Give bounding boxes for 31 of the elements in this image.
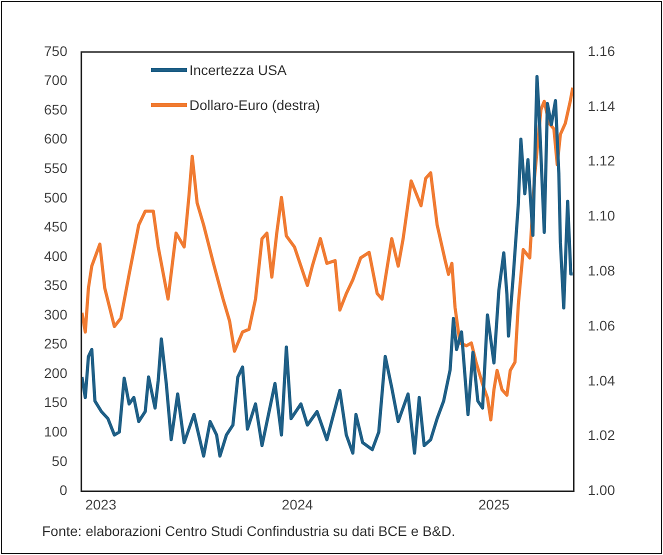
y-tick-label: 0	[60, 482, 68, 498]
y2-tick-label: 1.14	[588, 98, 616, 114]
y2-tick-label: 1.10	[588, 208, 616, 224]
y-tick-label: 300	[44, 306, 68, 322]
y2-tick-label: 1.08	[588, 262, 616, 278]
y-tick-label: 700	[44, 72, 68, 88]
y2-tick-label: 1.02	[588, 427, 616, 444]
legend-label: Dollaro-Euro (destra)	[189, 97, 320, 113]
y-tick-label: 650	[44, 101, 68, 118]
y2-tick-label: 1.04	[588, 372, 616, 388]
y-tick-label: 450	[44, 218, 68, 235]
y-tick-label: 600	[44, 130, 68, 147]
y2-tick-label: 1.16	[588, 42, 616, 59]
y-tick-label: 100	[44, 424, 68, 440]
y-tick-label: 350	[44, 277, 68, 294]
y-tick-label: 400	[44, 248, 68, 264]
y2-tick-label: 1.12	[588, 152, 616, 169]
source-note: Fonte: elaborazioni Centro Studi Confindustria su dati BCE e B&D.	[42, 523, 456, 539]
x-tick-label: 2024	[282, 496, 314, 512]
x-tick-label: 2025	[478, 496, 510, 512]
y2-tick-label: 1.06	[588, 317, 616, 334]
y-tick-label: 250	[44, 336, 68, 352]
y-tick-label: 550	[44, 160, 68, 176]
y-tick-label: 50	[52, 452, 68, 469]
y-tick-label: 500	[44, 189, 68, 206]
y-tick-label: 150	[44, 394, 68, 410]
legend-label: Incertezza USA	[189, 62, 287, 78]
x-tick-label: 2023	[85, 496, 117, 512]
y2-tick-label: 1.00	[588, 482, 616, 498]
y-tick-label: 750	[44, 42, 68, 59]
y-tick-label: 200	[44, 364, 68, 381]
